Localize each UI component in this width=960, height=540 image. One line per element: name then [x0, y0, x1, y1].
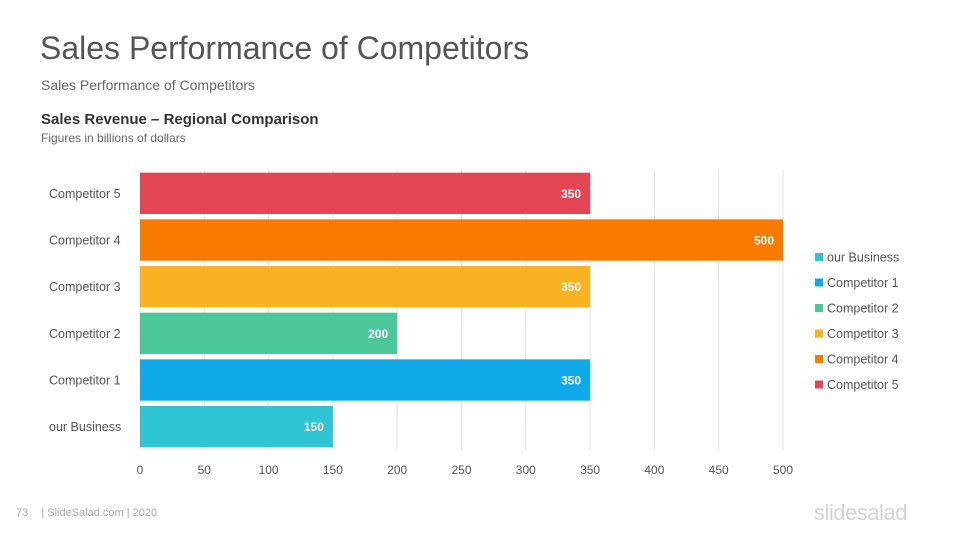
category-label-4: Competitor 4: [49, 234, 121, 248]
x-tick-label-2: 100: [259, 463, 279, 477]
chart-legend: our Business Competitor 1 Competitor 2 Comp…: [815, 251, 899, 392]
legend-label-1: Competitor 1: [827, 276, 899, 290]
bar-4: [140, 219, 783, 261]
legend-label-3: Competitor 3: [827, 327, 899, 341]
category-label-1: Competitor 1: [49, 374, 121, 388]
legend-label-0: our Business: [827, 251, 899, 265]
footer-text: | SlideSalad.com | 2020: [41, 507, 158, 519]
bar-3: [140, 266, 591, 308]
chart-bars: 150 350 200 350 500 350: [140, 172, 783, 448]
x-tick-label-6: 300: [516, 463, 536, 477]
slidesalad-logo: slidesalad: [814, 500, 907, 525]
bar-0: [140, 406, 333, 448]
slide-subtitle: Sales Performance of Competitors: [41, 77, 255, 93]
x-tick-label-9: 450: [709, 463, 729, 477]
bar-2: [140, 312, 398, 354]
legend-swatch-5: [815, 380, 823, 389]
bar-value-label-1: 350: [561, 374, 581, 388]
page-number: 73: [16, 507, 29, 519]
x-tick-label-3: 150: [323, 463, 343, 477]
category-label-5: Competitor 5: [49, 187, 121, 201]
legend-label-4: Competitor 4: [827, 353, 899, 367]
x-tick-label-5: 250: [451, 463, 471, 477]
chart-x-tick-labels: 0 50 100 150 200 250 300 350 400 450 500: [137, 463, 794, 477]
chart-subtitle: Figures in billions of dollars: [41, 131, 186, 145]
chart-gridlines: [139, 170, 784, 450]
bar-value-label-4: 500: [754, 234, 774, 248]
footer: 73 | SlideSalad.com | 2020: [16, 507, 157, 519]
category-label-2: Competitor 2: [49, 327, 121, 341]
bar-value-label-5: 350: [561, 187, 581, 201]
bar-value-label-0: 150: [304, 420, 324, 434]
bar-5: [140, 172, 591, 214]
category-label-3: Competitor 3: [49, 280, 121, 294]
legend-swatch-2: [815, 304, 823, 312]
legend-swatch-0: [815, 253, 823, 261]
legend-label-2: Competitor 2: [827, 302, 899, 316]
bar-value-label-2: 200: [368, 327, 388, 341]
bar-value-label-3: 350: [561, 280, 581, 294]
x-tick-label-10: 500: [773, 463, 793, 477]
bar-1: [140, 359, 591, 401]
x-tick-label-7: 350: [580, 463, 600, 477]
slide-title: Sales Performance of Competitors: [40, 30, 530, 66]
x-tick-label-0: 0: [137, 463, 144, 477]
x-tick-label-4: 200: [387, 463, 407, 477]
legend-label-5: Competitor 5: [827, 378, 899, 392]
x-tick-label-8: 400: [644, 463, 664, 477]
x-tick-label-1: 50: [198, 463, 212, 477]
chart-title: Sales Revenue – Regional Comparison: [41, 111, 319, 128]
legend-swatch-1: [815, 278, 823, 287]
chart-category-labels: our Business Competitor 1 Competitor 2 Comp…: [49, 187, 121, 434]
category-label-0: our Business: [49, 420, 121, 434]
legend-swatch-4: [815, 355, 823, 363]
legend-swatch-3: [815, 329, 823, 338]
